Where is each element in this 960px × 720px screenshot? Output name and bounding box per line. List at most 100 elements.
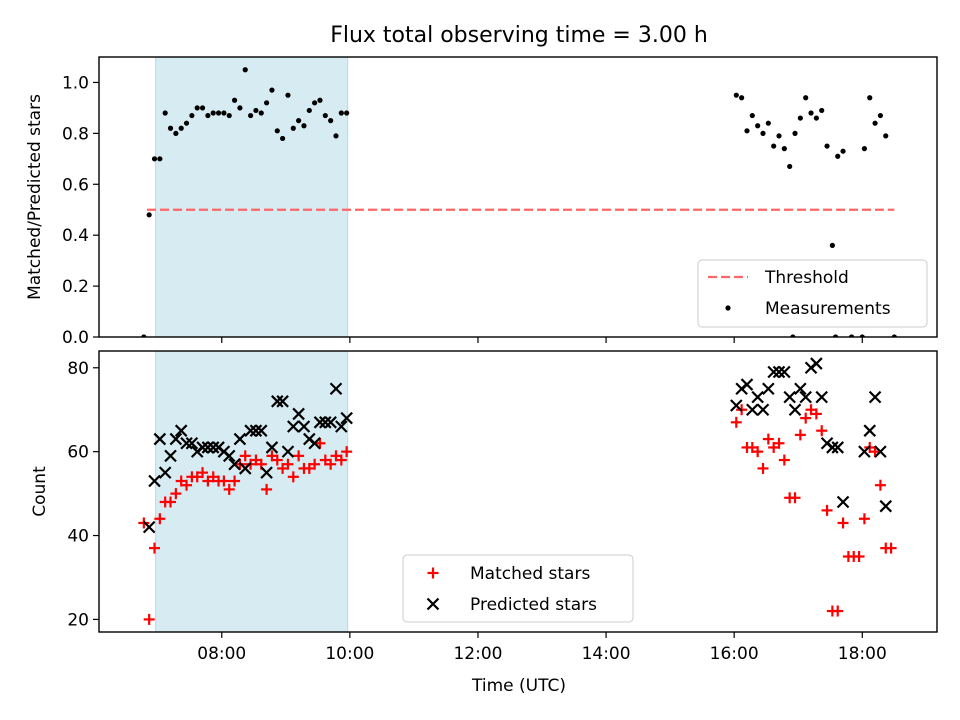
measurement-point [151, 156, 158, 162]
legend-measurement-label: Measurements [765, 299, 891, 319]
count-panel: 20 40 60 80 08:00 10:00 12:00 14:00 16:00 18:00 Co… [30, 350, 938, 664]
measurement-point [733, 92, 739, 98]
matched-star-point [335, 454, 347, 466]
matched-star-point [197, 467, 209, 479]
predicted-star-point [751, 390, 764, 404]
legend-matched-swatch [427, 567, 439, 579]
measurement-point [269, 87, 275, 93]
measurement-point [173, 130, 179, 136]
predicted-star-point [831, 441, 844, 454]
x-tick-label: 12:00 [453, 644, 502, 664]
measurement-point [221, 110, 227, 116]
measurement-point [829, 242, 835, 248]
predicted-star-point [164, 449, 177, 463]
predicted-star-point [313, 416, 327, 429]
measurement-point [162, 110, 168, 116]
x-tick-label: 10:00 [325, 644, 374, 664]
predicted-star-point [746, 403, 759, 416]
predicted-star-point [772, 365, 786, 379]
measurement-point [344, 110, 350, 116]
matched-star-point [282, 458, 294, 470]
matched-star-point [165, 496, 177, 508]
predicted-star-point [153, 432, 167, 446]
count-series-1 [142, 357, 893, 534]
predicted-star-point [836, 495, 850, 509]
matched-star-point [730, 416, 742, 428]
count-plot-area [138, 357, 897, 625]
matched-star-point [885, 542, 897, 554]
predicted-star-point [868, 390, 882, 404]
predicted-star-point [174, 424, 188, 437]
measurement-point [237, 105, 243, 111]
predicted-star-point [270, 395, 284, 408]
matched-star-point [154, 513, 166, 525]
matched-star-point [821, 504, 833, 516]
matched-star-point [271, 454, 283, 466]
x-axis-label: Time (UTC) [471, 676, 566, 696]
predicted-star-point [788, 403, 802, 416]
matched-star-point [773, 437, 785, 449]
measurement-point [333, 133, 339, 139]
predicted-star-point [287, 420, 300, 433]
measurement-point [803, 95, 809, 101]
ratio-y-tick-label: 0.0 [62, 328, 89, 348]
measurement-point [739, 95, 745, 101]
predicted-star-point [810, 357, 823, 370]
measurement-point [787, 163, 793, 170]
predicted-star-point [740, 378, 754, 391]
predicted-star-point [319, 416, 332, 429]
predicted-star-point [206, 441, 220, 454]
ratio-y-tick-label: 1.0 [62, 73, 89, 93]
matched-star-point [800, 412, 812, 424]
matched-star-point [778, 454, 790, 466]
matched-star-point [869, 446, 881, 458]
predicted-star-point [815, 390, 828, 404]
measurement-point [755, 123, 761, 129]
predicted-star-point [254, 424, 268, 437]
matched-star-point [810, 408, 822, 420]
measurement-point [312, 100, 318, 106]
measurement-point [824, 143, 830, 149]
measurement-point [210, 110, 216, 116]
matched-star-point [816, 425, 828, 437]
measurement-point [328, 118, 334, 124]
legend-measurement-swatch [725, 305, 731, 311]
predicted-star-point [260, 466, 273, 479]
measurement-point [247, 112, 254, 119]
measurement-point [285, 92, 291, 98]
matched-star-point [789, 492, 801, 504]
matched-star-point [143, 613, 155, 625]
x-tick-label: 08:00 [197, 644, 246, 664]
measurement-point [167, 125, 174, 131]
predicted-star-point [762, 382, 775, 396]
measurement-point [840, 148, 846, 154]
matched-star-point [293, 450, 305, 462]
matched-star-point [218, 475, 230, 487]
ratio-y-tick-label: 0.2 [62, 277, 89, 297]
predicted-star-point [863, 424, 877, 437]
measurement-point [771, 143, 777, 149]
ratio-legend: Threshold Measurements [697, 259, 928, 328]
measurement-point [883, 133, 889, 139]
matched-star-point [858, 513, 870, 525]
matched-star-point [229, 475, 241, 487]
matched-star-point [314, 437, 326, 449]
measurement-point [189, 112, 195, 119]
matched-star-point [794, 429, 806, 441]
chart-title: Flux total observing time = 3.00 h [330, 23, 708, 48]
matched-star-point [837, 517, 849, 529]
measurement-point [781, 146, 787, 152]
matched-star-point [832, 605, 844, 617]
matched-star-point [170, 488, 182, 500]
legend-predicted-swatch [426, 597, 440, 611]
measurement-point [231, 97, 238, 103]
measurement-point [819, 107, 825, 114]
measurement-point [242, 67, 248, 73]
predicted-star-point [196, 441, 209, 454]
measurement-point [835, 153, 841, 159]
matched-star-point [181, 479, 193, 491]
ratio-y-tick-label: 0.8 [62, 124, 89, 144]
matched-star-point [752, 446, 764, 458]
measurement-point [861, 146, 868, 152]
matched-star-point [261, 483, 273, 495]
